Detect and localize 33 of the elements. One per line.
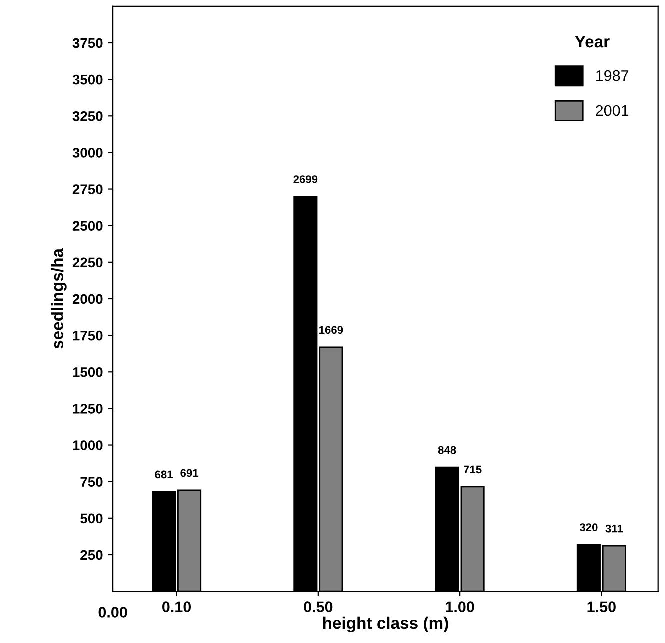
data-label: 311 [606, 524, 624, 533]
y-axis-title: seedlings/ha [51, 248, 67, 349]
y-tick-label: 3000 [72, 148, 103, 158]
y-tick-label: 2750 [72, 184, 103, 194]
y-tick-label: 2500 [72, 221, 103, 232]
x-axis-title: height class (m) [323, 616, 448, 633]
y-tick-label: 1250 [73, 404, 103, 414]
data-label: 320 [580, 524, 598, 532]
legend-label: 2001 [596, 105, 629, 116]
legend-title: Year [575, 36, 610, 48]
y-tick-label: 1750 [73, 330, 103, 341]
data-label: 848 [438, 446, 456, 454]
y-tick-label: 3750 [72, 38, 103, 48]
data-label: 2699 [294, 176, 318, 184]
x-tick-label: 0.50 [304, 602, 333, 613]
data-label: 715 [464, 466, 482, 474]
y-tick-label: 2000 [72, 294, 103, 304]
y-tick-label: 2250 [72, 258, 103, 268]
y-tick-label: 250 [80, 550, 103, 560]
y-tick-label: 500 [80, 514, 103, 524]
y-tick-label: 1000 [73, 440, 103, 450]
y-tick-label: 1500 [73, 367, 103, 378]
legend-label: 1987 [596, 70, 629, 82]
y-tick-label: 3250 [72, 111, 103, 122]
text: 0.00 [98, 607, 128, 618]
x-tick-label: 1.50 [588, 602, 616, 613]
x-tick-label: 1.00 [446, 602, 474, 613]
data-label: 681 [155, 470, 173, 479]
y-tick-label: 3500 [72, 74, 103, 85]
data-label: 1669 [320, 326, 344, 334]
x-tick-label: 0.10 [162, 602, 192, 613]
data-label: 691 [180, 469, 198, 478]
y-tick-label: 750 [80, 477, 103, 488]
